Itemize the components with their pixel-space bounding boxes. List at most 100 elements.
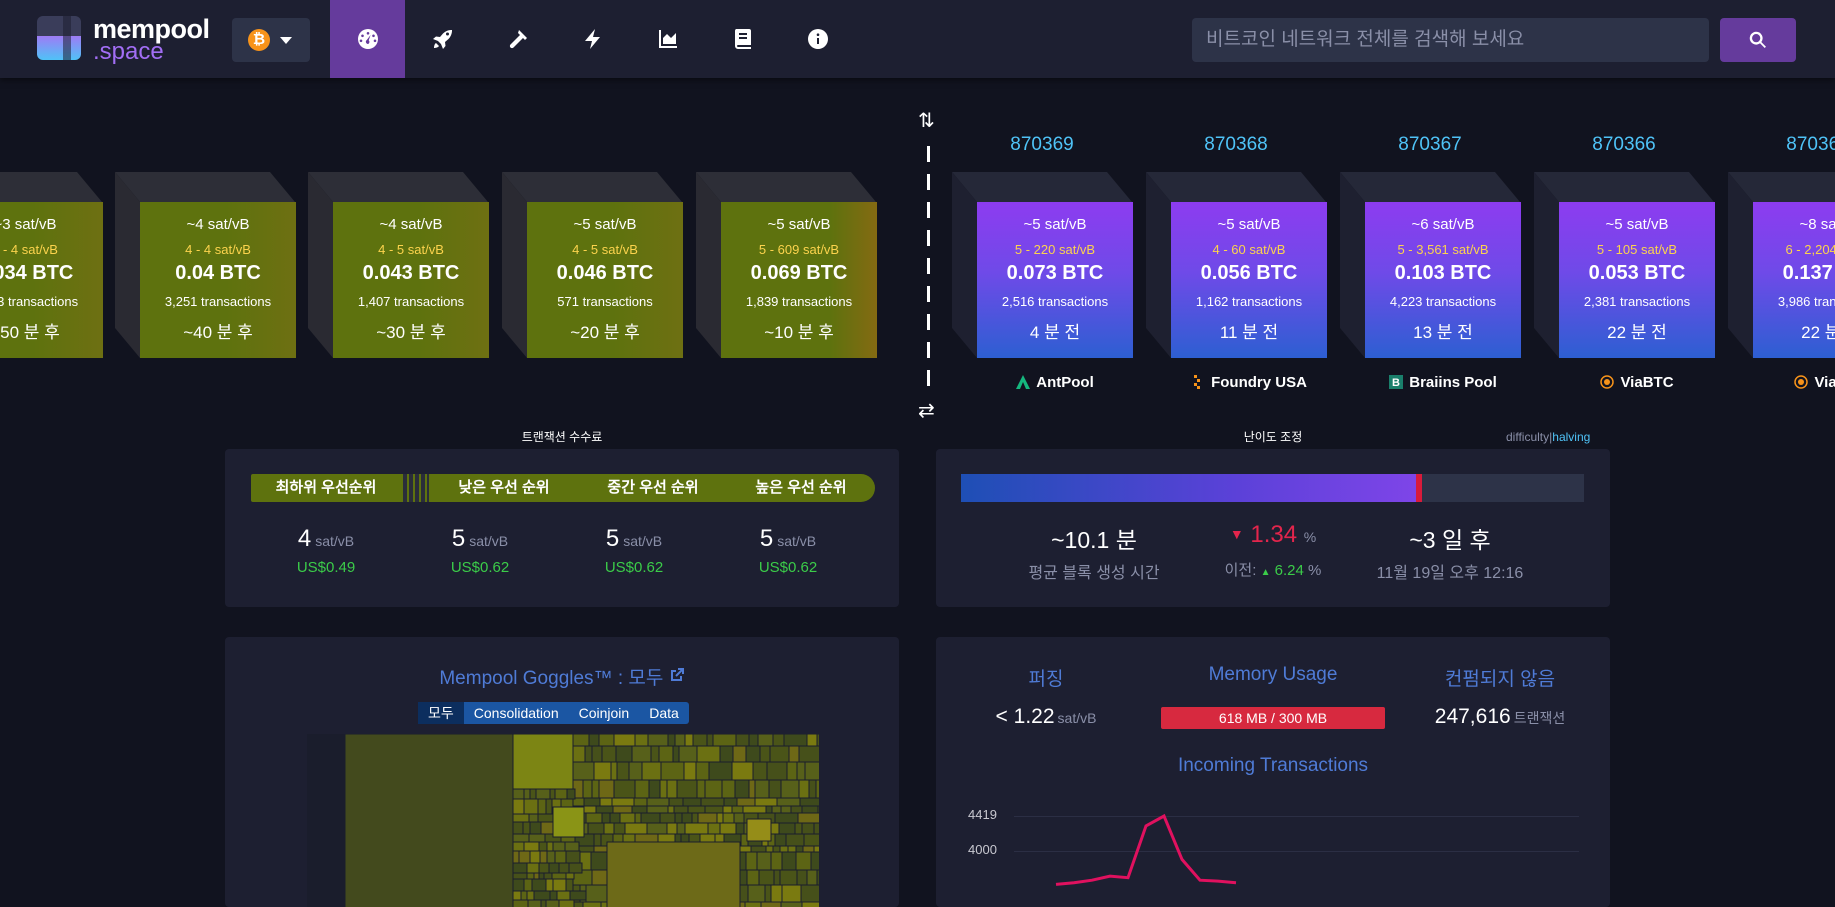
block-height[interactable]: 870365: [1786, 134, 1835, 155]
block-fee-range: 5 - 609 sat/vB: [758, 242, 840, 257]
tx-square: [716, 812, 724, 824]
block-tx-count: 4,223 transactions: [1389, 294, 1497, 309]
tab-consolidation[interactable]: Consolidation: [473, 705, 559, 721]
swap-horizontal-icon[interactable]: ⇄: [918, 400, 935, 422]
tx-square: [712, 734, 737, 747]
pool-label[interactable]: B Braiins Pool: [1365, 374, 1521, 391]
goggles-title[interactable]: Mempool Goggles™ : 모두: [225, 663, 899, 690]
tab-all[interactable]: 모두: [418, 702, 464, 724]
tx-square: [529, 850, 541, 864]
block-height[interactable]: 870367: [1398, 134, 1462, 155]
mempool-block[interactable]: ~4 sat/vB 4 - 4 sat/vB 0.04 BTC 3,251 tr…: [115, 172, 296, 358]
mined-block[interactable]: ~6 sat/vB 5 - 3,561 sat/vB 0.103 BTC 4,2…: [1340, 172, 1521, 358]
tx-square: [633, 797, 648, 807]
block-total-fees: 0.053 BTC: [1588, 262, 1686, 284]
difficulty-progress-bar: [961, 474, 1584, 502]
tx-square: [700, 797, 725, 807]
search-button[interactable]: [1720, 18, 1796, 62]
block-fee-range: 4 - 60 sat/vB: [1212, 242, 1286, 257]
tx-square: [747, 884, 766, 903]
block-height[interactable]: 870366: [1592, 134, 1656, 155]
nav-accelerate[interactable]: [405, 0, 480, 78]
block-age: 13 분 전: [1413, 323, 1473, 342]
tx-square: [681, 812, 693, 824]
tx-square: [585, 884, 608, 903]
tx-square: [512, 878, 525, 892]
pool-label[interactable]: Foundry USA: [1171, 374, 1327, 391]
previous-label: 이전:: [1224, 562, 1257, 579]
tx-square: [526, 872, 535, 880]
avg-block-time-label: 평균 블록 생성 시간: [1028, 565, 1160, 582]
mempool-block-visualization[interactable]: [307, 734, 819, 907]
mined-block[interactable]: ~5 sat/vB 4 - 60 sat/vB 0.056 BTC 1,162 …: [1146, 172, 1327, 358]
mempool-block[interactable]: ~5 sat/vB 5 - 609 sat/vB 0.069 BTC 1,839…: [696, 172, 877, 358]
tx-square: [756, 851, 772, 871]
difficulty-title: 난이도 조정: [1243, 430, 1303, 444]
mined-block[interactable]: ~5 sat/vB 5 - 105 sat/vB 0.053 BTC 2,381…: [1534, 172, 1715, 358]
tx-square: [781, 851, 797, 871]
tx-square: [658, 745, 674, 763]
tx-square: [628, 761, 643, 781]
tx-square: [682, 797, 702, 807]
block-tx-count: 3,986 transactions: [1777, 294, 1835, 309]
pool-label[interactable]: AntPool: [977, 374, 1133, 391]
tx-square: [785, 833, 805, 847]
nav-dashboard[interactable]: [330, 0, 405, 78]
block-total-fees: 0.103 BTC: [1394, 262, 1492, 284]
pool-label[interactable]: ViaBTC: [1753, 374, 1835, 391]
block-total-fees: 0.069 BTC: [750, 262, 848, 284]
tx-square: [731, 805, 744, 814]
tx-square: [786, 761, 798, 781]
network-selector[interactable]: ₿: [232, 18, 310, 62]
tx-square: [660, 761, 685, 781]
tx-square: [601, 812, 611, 824]
block-median-fee: ~5 sat/vB: [1605, 216, 1669, 233]
toggle-difficulty[interactable]: difficulty: [1506, 430, 1550, 444]
memory-usage-title: Memory Usage: [1208, 664, 1338, 685]
tx-square: [779, 869, 798, 886]
tab-data[interactable]: Data: [649, 705, 679, 721]
incoming-tx-series-line: [1055, 813, 1237, 886]
tx-square: [603, 822, 615, 835]
mined-block[interactable]: ~8 sat/vB 6 - 2,204 sat/vB 0.137 BTC 3,9…: [1728, 172, 1835, 358]
block-age: 22 분 전: [1801, 323, 1835, 342]
block-median-fee: ~4 sat/vB: [379, 216, 443, 233]
tx-square: [780, 805, 792, 814]
tx-square: [538, 872, 545, 880]
mined-block[interactable]: ~5 sat/vB 5 - 220 sat/vB 0.073 BTC 2,516…: [952, 172, 1133, 358]
braiins-icon: B: [1389, 375, 1404, 389]
pool-label[interactable]: ViaBTC: [1559, 374, 1715, 391]
nav-graphs[interactable]: [630, 0, 705, 78]
block-tx-count: 2,381 transactions: [1583, 294, 1691, 309]
incoming-tx-chart[interactable]: [936, 637, 1610, 907]
tx-square: [722, 805, 733, 814]
nav-mining[interactable]: [480, 0, 555, 78]
nav-docs[interactable]: [705, 0, 780, 78]
tx-square: [591, 745, 603, 763]
tx-square: [810, 851, 819, 871]
search-input[interactable]: [1192, 18, 1709, 62]
mempool-block[interactable]: ~3 sat/vB 3 - 4 sat/vB 0.034 BTC 3,433 t…: [0, 172, 103, 358]
swap-vertical-icon[interactable]: ⇅: [918, 110, 935, 132]
tx-square: [523, 878, 533, 892]
mempool-block[interactable]: ~5 sat/vB 4 - 5 sat/vB 0.046 BTC 571 tra…: [502, 172, 683, 358]
tx-square: [754, 797, 778, 807]
tx-square: [572, 761, 595, 781]
fee-value-medium: 5 sat/vB: [605, 525, 663, 552]
tx-square: [612, 805, 633, 814]
mempool-logo[interactable]: mempool .space: [37, 14, 215, 65]
tx-square: [696, 745, 721, 763]
tx-square: [518, 850, 531, 864]
nav-about[interactable]: [780, 0, 855, 78]
block-height[interactable]: 870369: [1010, 134, 1074, 155]
toggle-halving[interactable]: halving: [1552, 430, 1591, 444]
bitcoin-icon: ₿: [248, 29, 270, 51]
block-height[interactable]: 870368: [1204, 134, 1268, 155]
tx-square: [545, 878, 554, 892]
fees-card: 최하위 우선순위 낮은 우선 순위 중간 우선 순위 높은 우선 순위 4 sat…: [225, 449, 899, 607]
tx-square: [554, 850, 567, 864]
nav-lightning[interactable]: [555, 0, 630, 78]
tab-coinjoin[interactable]: Coinjoin: [578, 705, 630, 721]
mempool-block[interactable]: ~4 sat/vB 4 - 5 sat/vB 0.043 BTC 1,407 t…: [308, 172, 489, 358]
tx-square: [754, 779, 770, 799]
